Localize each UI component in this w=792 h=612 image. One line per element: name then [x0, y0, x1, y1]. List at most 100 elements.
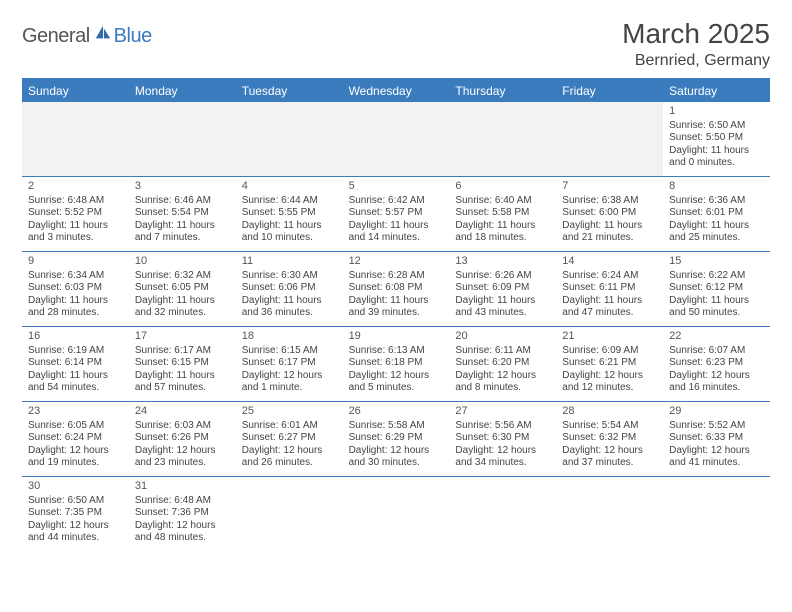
day-sunset: Sunset: 6:24 PM [28, 432, 123, 445]
day-sunrise: Sunrise: 6:07 AM [669, 345, 764, 358]
day-sunrise: Sunrise: 6:26 AM [455, 270, 550, 283]
day-number: 5 [349, 180, 444, 194]
calendar-cell-empty [556, 477, 663, 551]
day-sunset: Sunset: 6:12 PM [669, 282, 764, 295]
day-sunset: Sunset: 6:29 PM [349, 432, 444, 445]
day-sunrise: Sunrise: 6:03 AM [135, 420, 230, 433]
day-sunset: Sunset: 6:15 PM [135, 357, 230, 370]
day-number: 3 [135, 180, 230, 194]
calendar-cell: 28Sunrise: 5:54 AMSunset: 6:32 PMDayligh… [556, 402, 663, 476]
day-number: 1 [669, 105, 764, 119]
day-sunrise: Sunrise: 6:09 AM [562, 345, 657, 358]
day-number: 8 [669, 180, 764, 194]
day-daylight: Daylight: 11 hours and 18 minutes. [455, 220, 550, 245]
day-number: 20 [455, 330, 550, 344]
day-daylight: Daylight: 12 hours and 19 minutes. [28, 445, 123, 470]
day-daylight: Daylight: 11 hours and 21 minutes. [562, 220, 657, 245]
calendar-cell: 10Sunrise: 6:32 AMSunset: 6:05 PMDayligh… [129, 252, 236, 326]
day-sunset: Sunset: 7:35 PM [28, 507, 123, 520]
day-number: 22 [669, 330, 764, 344]
calendar-cell-empty [449, 102, 556, 176]
day-daylight: Daylight: 12 hours and 34 minutes. [455, 445, 550, 470]
calendar-week: 2Sunrise: 6:48 AMSunset: 5:52 PMDaylight… [22, 177, 770, 252]
calendar-cell: 24Sunrise: 6:03 AMSunset: 6:26 PMDayligh… [129, 402, 236, 476]
day-sunset: Sunset: 6:11 PM [562, 282, 657, 295]
day-sunrise: Sunrise: 6:13 AM [349, 345, 444, 358]
day-sunset: Sunset: 5:58 PM [455, 207, 550, 220]
day-number: 31 [135, 480, 230, 494]
day-sunrise: Sunrise: 6:44 AM [242, 195, 337, 208]
calendar-cell-empty [129, 102, 236, 176]
day-sunset: Sunset: 6:33 PM [669, 432, 764, 445]
calendar-cell: 3Sunrise: 6:46 AMSunset: 5:54 PMDaylight… [129, 177, 236, 251]
day-number: 11 [242, 255, 337, 269]
calendar-cell-empty [22, 102, 129, 176]
calendar-cell: 7Sunrise: 6:38 AMSunset: 6:00 PMDaylight… [556, 177, 663, 251]
calendar-cell: 14Sunrise: 6:24 AMSunset: 6:11 PMDayligh… [556, 252, 663, 326]
calendar-cell: 17Sunrise: 6:17 AMSunset: 6:15 PMDayligh… [129, 327, 236, 401]
calendar-cell: 9Sunrise: 6:34 AMSunset: 6:03 PMDaylight… [22, 252, 129, 326]
day-number: 13 [455, 255, 550, 269]
day-number: 12 [349, 255, 444, 269]
day-sunrise: Sunrise: 6:19 AM [28, 345, 123, 358]
calendar-cell: 27Sunrise: 5:56 AMSunset: 6:30 PMDayligh… [449, 402, 556, 476]
day-sunrise: Sunrise: 6:48 AM [28, 195, 123, 208]
day-sunset: Sunset: 6:18 PM [349, 357, 444, 370]
day-sunset: Sunset: 6:09 PM [455, 282, 550, 295]
day-sunrise: Sunrise: 5:56 AM [455, 420, 550, 433]
day-daylight: Daylight: 12 hours and 16 minutes. [669, 370, 764, 395]
calendar-cell: 2Sunrise: 6:48 AMSunset: 5:52 PMDaylight… [22, 177, 129, 251]
calendar-week: 9Sunrise: 6:34 AMSunset: 6:03 PMDaylight… [22, 252, 770, 327]
day-daylight: Daylight: 11 hours and 10 minutes. [242, 220, 337, 245]
day-number: 15 [669, 255, 764, 269]
day-sunset: Sunset: 6:32 PM [562, 432, 657, 445]
day-sunrise: Sunrise: 6:48 AM [135, 495, 230, 508]
calendar-cell: 6Sunrise: 6:40 AMSunset: 5:58 PMDaylight… [449, 177, 556, 251]
calendar-week: 1Sunrise: 6:50 AMSunset: 5:50 PMDaylight… [22, 102, 770, 177]
day-sunset: Sunset: 6:23 PM [669, 357, 764, 370]
day-number: 24 [135, 405, 230, 419]
day-sunrise: Sunrise: 6:28 AM [349, 270, 444, 283]
calendar-cell: 30Sunrise: 6:50 AMSunset: 7:35 PMDayligh… [22, 477, 129, 551]
day-number: 25 [242, 405, 337, 419]
day-daylight: Daylight: 11 hours and 28 minutes. [28, 295, 123, 320]
day-sunrise: Sunrise: 6:17 AM [135, 345, 230, 358]
day-daylight: Daylight: 11 hours and 25 minutes. [669, 220, 764, 245]
day-sunrise: Sunrise: 6:46 AM [135, 195, 230, 208]
day-number: 19 [349, 330, 444, 344]
weekday-header: Wednesday [343, 80, 450, 102]
calendar-cell-empty [343, 477, 450, 551]
calendar-page: General Blue March 2025 Bernried, German… [0, 0, 792, 551]
day-daylight: Daylight: 11 hours and 54 minutes. [28, 370, 123, 395]
day-sunrise: Sunrise: 6:30 AM [242, 270, 337, 283]
day-sunrise: Sunrise: 6:01 AM [242, 420, 337, 433]
weekday-header: Thursday [449, 80, 556, 102]
weekday-row: SundayMondayTuesdayWednesdayThursdayFrid… [22, 80, 770, 102]
calendar-cell: 20Sunrise: 6:11 AMSunset: 6:20 PMDayligh… [449, 327, 556, 401]
weekday-header: Saturday [663, 80, 770, 102]
day-daylight: Daylight: 11 hours and 43 minutes. [455, 295, 550, 320]
day-sunset: Sunset: 6:05 PM [135, 282, 230, 295]
day-sunset: Sunset: 5:57 PM [349, 207, 444, 220]
day-daylight: Daylight: 11 hours and 0 minutes. [669, 145, 764, 170]
weekday-header: Sunday [22, 80, 129, 102]
day-daylight: Daylight: 12 hours and 12 minutes. [562, 370, 657, 395]
day-sunset: Sunset: 7:36 PM [135, 507, 230, 520]
day-sunrise: Sunrise: 6:22 AM [669, 270, 764, 283]
calendar-weeks: 1Sunrise: 6:50 AMSunset: 5:50 PMDaylight… [22, 102, 770, 551]
day-number: 27 [455, 405, 550, 419]
day-number: 23 [28, 405, 123, 419]
calendar-cell: 19Sunrise: 6:13 AMSunset: 6:18 PMDayligh… [343, 327, 450, 401]
day-sunrise: Sunrise: 5:52 AM [669, 420, 764, 433]
day-sunset: Sunset: 6:03 PM [28, 282, 123, 295]
day-daylight: Daylight: 11 hours and 50 minutes. [669, 295, 764, 320]
day-number: 17 [135, 330, 230, 344]
calendar-cell-empty [236, 477, 343, 551]
calendar-week: 16Sunrise: 6:19 AMSunset: 6:14 PMDayligh… [22, 327, 770, 402]
day-number: 4 [242, 180, 337, 194]
day-number: 26 [349, 405, 444, 419]
day-number: 28 [562, 405, 657, 419]
day-sunrise: Sunrise: 6:34 AM [28, 270, 123, 283]
day-daylight: Daylight: 11 hours and 36 minutes. [242, 295, 337, 320]
calendar-cell-empty [449, 477, 556, 551]
